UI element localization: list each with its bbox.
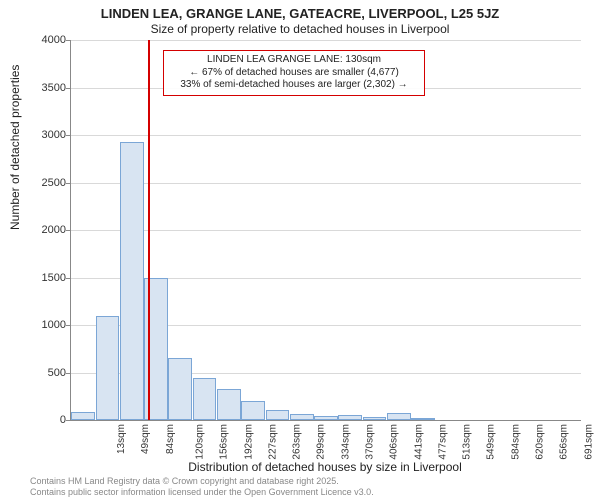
y-tick-label: 3500: [30, 82, 66, 94]
y-tick-mark: [66, 278, 70, 279]
x-tick-label: 84sqm: [165, 424, 176, 454]
annotation-line: LINDEN LEA GRANGE LANE: 130sqm: [170, 54, 418, 67]
histogram-bar: [168, 358, 192, 420]
x-tick-label: 49sqm: [140, 424, 151, 454]
x-axis-label: Distribution of detached houses by size …: [70, 460, 580, 474]
histogram-bar: [120, 142, 144, 420]
chart-title: LINDEN LEA, GRANGE LANE, GATEACRE, LIVER…: [0, 6, 600, 21]
x-tick-label: 620sqm: [535, 424, 546, 460]
histogram-bar: [96, 316, 120, 421]
x-tick-label: 156sqm: [219, 424, 230, 460]
y-tick-label: 4000: [30, 34, 66, 46]
y-tick-mark: [66, 183, 70, 184]
y-tick-mark: [66, 325, 70, 326]
y-tick-label: 2500: [30, 177, 66, 189]
x-tick-label: 227sqm: [267, 424, 278, 460]
x-tick-label: 441sqm: [413, 424, 424, 460]
annotation-line: 33% of semi-detached houses are larger (…: [170, 79, 418, 92]
histogram-bar: [217, 389, 241, 420]
y-tick-mark: [66, 135, 70, 136]
chart-subtitle: Size of property relative to detached ho…: [0, 22, 600, 36]
x-tick-label: 477sqm: [437, 424, 448, 460]
histogram-bar: [363, 417, 387, 420]
x-tick-label: 370sqm: [365, 424, 376, 460]
x-tick-label: 691sqm: [583, 424, 594, 460]
footer-attribution: Contains HM Land Registry data © Crown c…: [30, 476, 374, 498]
annotation-box: LINDEN LEA GRANGE LANE: 130sqm← 67% of d…: [163, 50, 425, 96]
y-tick-label: 3000: [30, 129, 66, 141]
histogram-bar: [266, 410, 290, 420]
y-tick-mark: [66, 40, 70, 41]
x-tick-label: 406sqm: [389, 424, 400, 460]
y-tick-mark: [66, 88, 70, 89]
x-tick-label: 656sqm: [559, 424, 570, 460]
histogram-bar: [241, 401, 265, 420]
histogram-bar: [314, 416, 338, 420]
y-tick-label: 500: [30, 367, 66, 379]
x-tick-label: 192sqm: [243, 424, 254, 460]
annotation-line: ← 67% of detached houses are smaller (4,…: [170, 67, 418, 80]
histogram-bar: [193, 378, 217, 420]
x-tick-label: 299sqm: [316, 424, 327, 460]
histogram-bar: [71, 412, 95, 420]
y-tick-label: 1500: [30, 272, 66, 284]
marker-line: [148, 40, 150, 420]
y-axis-label: Number of detached properties: [8, 65, 22, 230]
y-tick-label: 1000: [30, 319, 66, 331]
histogram-bar: [338, 415, 362, 420]
x-tick-label: 120sqm: [195, 424, 206, 460]
footer-line1: Contains HM Land Registry data © Crown c…: [30, 476, 374, 487]
x-tick-label: 513sqm: [462, 424, 473, 460]
y-tick-label: 2000: [30, 224, 66, 236]
y-tick-mark: [66, 230, 70, 231]
histogram-bar: [290, 414, 314, 420]
x-tick-label: 263sqm: [292, 424, 303, 460]
x-tick-label: 13sqm: [116, 424, 127, 454]
x-tick-label: 584sqm: [510, 424, 521, 460]
footer-line2: Contains public sector information licen…: [30, 487, 374, 498]
x-tick-label: 334sqm: [340, 424, 351, 460]
plot-area: LINDEN LEA GRANGE LANE: 130sqm← 67% of d…: [70, 40, 581, 421]
histogram-bar: [411, 418, 435, 420]
y-tick-mark: [66, 420, 70, 421]
x-tick-label: 549sqm: [486, 424, 497, 460]
y-tick-mark: [66, 373, 70, 374]
histogram-bar: [387, 413, 411, 420]
y-tick-label: 0: [30, 414, 66, 426]
